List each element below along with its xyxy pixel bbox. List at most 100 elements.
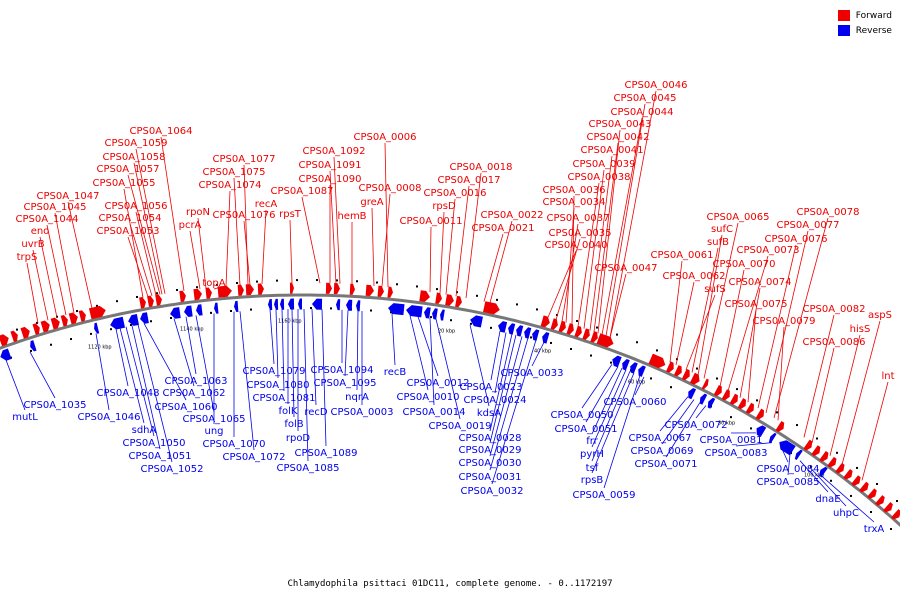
forward-gene-arrow <box>835 462 845 474</box>
leader-line <box>125 326 155 437</box>
forward-gene-arrow <box>147 295 154 308</box>
leader-line <box>609 273 627 338</box>
leader-line <box>719 269 745 387</box>
reverse-gene-arrow <box>184 305 193 317</box>
leader-line <box>727 255 769 392</box>
gene-label: CPS0A_0076 <box>764 234 827 245</box>
forward-gene-arrow <box>875 495 885 506</box>
gene-label: dnaE <box>815 494 840 505</box>
forward-gene-arrow <box>737 398 746 410</box>
forward-gene-arrow <box>827 456 837 468</box>
forward-gene-arrow <box>891 509 900 520</box>
leader-line <box>591 371 631 462</box>
forward-gene-arrow <box>701 378 709 390</box>
reverse-gene-arrow <box>94 322 100 334</box>
leader-line <box>489 220 513 303</box>
leader-line <box>54 212 75 314</box>
gene-label: CPS0A_0069 <box>630 446 693 457</box>
leader-line <box>489 337 529 471</box>
forward-gene-arrow <box>483 301 500 315</box>
leader-line <box>129 223 153 297</box>
gene-label: CPS0A_0071 <box>634 459 697 470</box>
gene-label: CPS0A_1075 <box>202 167 265 178</box>
gene-label: CPS0A_0029 <box>458 445 521 456</box>
gene-label: CPS0A_0045 <box>613 93 676 104</box>
leader-line <box>581 364 613 409</box>
gene-label: kdsA <box>477 408 501 419</box>
leader-line <box>547 250 577 318</box>
leader-line <box>429 226 432 293</box>
gene-label: trpS <box>17 252 38 263</box>
leader-line <box>135 211 157 296</box>
gene-label: CPS0A_0035 <box>548 228 611 239</box>
forward-gene-arrow <box>689 372 700 385</box>
reverse-gene-arrow <box>128 314 139 326</box>
forward-gene-arrow <box>681 368 690 381</box>
leader-line <box>243 164 249 285</box>
leader-line <box>583 169 605 329</box>
gene-label: CPS0A_0044 <box>610 107 673 118</box>
forward-gene-arrow <box>574 325 582 338</box>
gene-label: ung <box>204 426 223 437</box>
gene-label: uvrB <box>21 239 44 250</box>
leader-line <box>591 367 623 435</box>
leader-line <box>321 309 327 447</box>
forward-gene-arrow <box>32 323 40 335</box>
leader-line <box>571 195 575 325</box>
gene-label: CPS0A_1052 <box>140 464 203 475</box>
forward-gene-arrow <box>550 318 558 330</box>
gene-label: CPS0A_0074 <box>728 277 791 288</box>
leader-line <box>137 324 173 463</box>
gene-label: pcrA <box>179 220 202 231</box>
forward-gene-arrow <box>245 284 254 296</box>
gene-label: CPS0A_1044 <box>15 214 78 225</box>
leader-line <box>494 332 507 394</box>
leader-line <box>634 376 645 396</box>
leader-line <box>135 148 166 294</box>
gene-label: CPS0A_1053 <box>96 226 159 237</box>
leader-line <box>429 318 435 406</box>
reverse-gene-arrow <box>508 323 516 335</box>
reverse-gene-arrow <box>819 466 828 478</box>
gene-label: CPS0A_1085 <box>276 463 339 474</box>
reverse-gene-arrow <box>768 432 777 444</box>
leader-line <box>601 117 643 335</box>
forward-gene-arrow <box>596 333 614 348</box>
forward-gene-arrow <box>193 288 202 301</box>
reverse-gene-arrow <box>432 308 438 320</box>
leader-line <box>561 223 579 322</box>
leader-line <box>123 188 144 298</box>
leader-line <box>239 311 255 451</box>
leader-line <box>391 313 396 366</box>
reverse-gene-arrow <box>470 315 483 328</box>
reverse-gene-arrow <box>336 299 341 311</box>
axis-tick-label: 80 kbp <box>718 421 735 427</box>
forward-gene-arrow <box>819 450 829 462</box>
gene-label: CPS0A_0077 <box>776 220 839 231</box>
gene-label: recD <box>304 407 328 418</box>
gene-label: CPS0A_0081 <box>699 435 762 446</box>
leader-line <box>819 474 875 523</box>
forward-gene-arrow <box>673 365 682 377</box>
forward-gene-arrow <box>590 331 598 343</box>
leader-line <box>67 201 93 309</box>
gene-label: folB <box>284 419 303 430</box>
reverse-gene-arrow <box>196 304 203 316</box>
leader-line <box>757 244 797 409</box>
leader-line <box>289 219 293 284</box>
axis-tick-label: 1160 kbp <box>278 318 302 324</box>
leader-line <box>26 262 39 324</box>
gene-label: CPS0A_1055 <box>92 178 155 189</box>
leader-line <box>46 224 67 316</box>
gene-label: CPS0A_1057 <box>96 164 159 175</box>
gene-label: CPS0A_1070 <box>202 439 265 450</box>
gene-label: CPS0A_0070 <box>712 259 775 270</box>
gene-label: CPS0A_0039 <box>572 159 635 170</box>
forward-gene-arrow <box>745 402 755 414</box>
gene-label: topA <box>202 278 225 289</box>
leader-line <box>197 217 207 289</box>
leader-line <box>465 172 482 299</box>
forward-gene-arrow <box>40 320 50 333</box>
gene-label: CPS0A_0059 <box>572 490 635 501</box>
gene-label: CPS0A_0043 <box>588 119 651 130</box>
